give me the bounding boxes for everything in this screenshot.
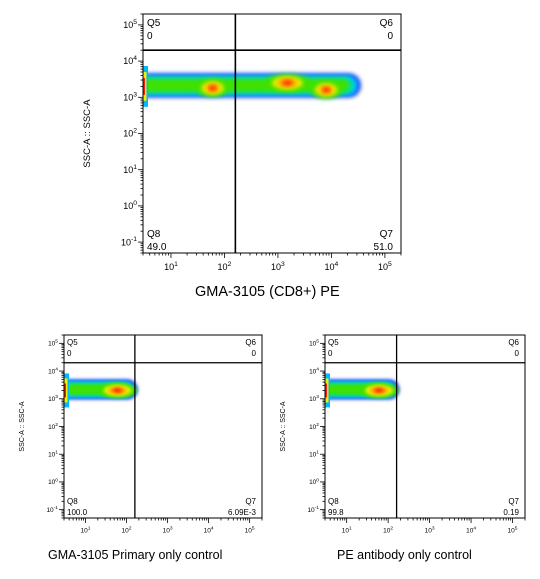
y-axis-label: SSC-A :: SSC-A	[19, 401, 26, 452]
quadrant-name: Q8	[67, 497, 78, 506]
quadrant-value: 0.19	[503, 508, 519, 517]
quadrant-value: 0	[328, 349, 333, 358]
quadrant-value: 0	[387, 31, 393, 42]
quadrant-value: 6.09E-3	[228, 508, 257, 517]
axis-ticks	[59, 334, 263, 523]
plot-panel-3: 101 102 103 104 105 10-1 100 101 102 103 104 105 SSC…	[280, 334, 526, 535]
quadrant-name: Q5	[147, 18, 161, 29]
y-tick-label: 101	[309, 450, 319, 459]
quadrant-value: 0	[67, 349, 72, 358]
plot-panel-1: 101 102 103 104 105 10-1 100 101 102 103 104 105 SSC…	[82, 13, 402, 272]
quadrant-value: 0	[147, 31, 153, 42]
x-tick-label: 101	[164, 261, 178, 272]
density-cloud	[143, 66, 361, 107]
quadrant-name: Q7	[380, 229, 394, 240]
y-tick-label: 100	[123, 200, 137, 211]
density-cloud	[325, 373, 400, 408]
y-tick-label: 100	[48, 477, 58, 486]
y-axis-label: SSC-A :: SSC-A	[82, 99, 93, 168]
quadrant-name: Q5	[328, 338, 339, 347]
y-tick-label: 104	[309, 366, 319, 375]
y-tick-label: 104	[123, 55, 137, 66]
quadrant-name: Q7	[508, 497, 519, 506]
axis-pileup	[143, 66, 148, 107]
quadrant-name: Q8	[328, 497, 339, 506]
x-tick-label: 101	[80, 526, 90, 535]
x-tick-label: 105	[508, 526, 518, 535]
y-tick-label: 103	[309, 394, 319, 403]
y-tick-label: 101	[123, 164, 137, 175]
quadrant-value: 49.0	[147, 242, 167, 253]
y-tick-label: 103	[48, 394, 58, 403]
y-axis-label: SSC-A :: SSC-A	[280, 401, 287, 452]
y-tick-label: 105	[123, 19, 137, 30]
axis-pileup	[64, 373, 69, 408]
x-tick-label: 104	[466, 526, 476, 535]
y-tick-label: 10-1	[307, 505, 319, 514]
quadrant-name: Q6	[508, 338, 519, 347]
y-tick-label: 102	[48, 422, 58, 431]
x-tick-label: 103	[163, 526, 173, 535]
x-tick-label: 105	[245, 526, 255, 535]
axis-pileup	[325, 373, 330, 408]
left-plot-caption: GMA-3105 Primary only control	[48, 548, 223, 562]
y-tick-label: 10-1	[46, 505, 58, 514]
x-tick-label: 104	[325, 261, 339, 272]
quadrant-value: 99.8	[328, 508, 344, 517]
axis-ticks	[138, 13, 402, 258]
plot-panel-2: 101 102 103 104 105 10-1 100 101 102 103 104 105 SSC…	[19, 334, 263, 535]
x-tick-label: 104	[204, 526, 214, 535]
quadrant-value: 0	[252, 349, 257, 358]
quadrant-name: Q6	[380, 18, 394, 29]
y-tick-label: 103	[123, 91, 137, 102]
y-tick-label: 104	[48, 366, 58, 375]
y-tick-label: 105	[48, 339, 58, 348]
y-tick-label: 100	[309, 477, 319, 486]
quadrant-name: Q6	[245, 338, 256, 347]
y-tick-label: 101	[48, 450, 58, 459]
density-cloud	[64, 373, 138, 408]
x-tick-label: 102	[218, 261, 232, 272]
quadrant-name: Q8	[147, 229, 161, 240]
x-tick-label: 103	[425, 526, 435, 535]
y-tick-label: 102	[309, 422, 319, 431]
x-tick-label: 102	[122, 526, 132, 535]
quadrant-name: Q7	[245, 497, 256, 506]
y-tick-label: 102	[123, 128, 137, 139]
y-tick-label: 10-1	[121, 236, 137, 247]
y-tick-label: 105	[309, 339, 319, 348]
x-tick-label: 105	[378, 261, 392, 272]
x-tick-label: 101	[342, 526, 352, 535]
axis-ticks	[320, 334, 526, 523]
quadrant-value: 100.0	[67, 508, 88, 517]
quadrant-value: 51.0	[374, 242, 394, 253]
quadrant-value: 0	[515, 349, 520, 358]
quadrant-name: Q5	[67, 338, 78, 347]
x-tick-label: 103	[271, 261, 285, 272]
main-plot-caption: GMA-3105 (CD8+) PE	[195, 284, 340, 300]
x-tick-label: 102	[383, 526, 393, 535]
right-plot-caption: PE antibody only control	[337, 548, 472, 562]
